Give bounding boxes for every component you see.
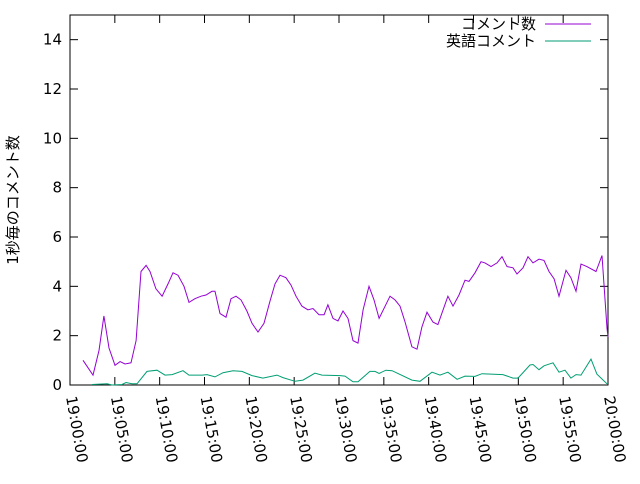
y-axis-label: 1秒毎のコメント数 bbox=[4, 135, 22, 265]
y-tick-label: 10 bbox=[43, 129, 62, 147]
plot-frame bbox=[69, 14, 609, 386]
x-tick-label: 19:15:00 bbox=[197, 395, 226, 464]
y-tick-label: 14 bbox=[43, 31, 62, 49]
y-tick-label: 2 bbox=[52, 327, 62, 345]
axes: 0 2 4 6 8 10 12 14 19:00:00 19:05:00 19:10:00 19:15… bbox=[43, 14, 629, 464]
x-tick-label: 20:00:00 bbox=[600, 395, 629, 464]
legend-label-1: 英語コメント bbox=[446, 32, 536, 50]
x-tick-label: 19:45:00 bbox=[466, 395, 495, 464]
x-tick-label: 19:50:00 bbox=[510, 395, 539, 464]
x-tick-label: 19:55:00 bbox=[555, 395, 584, 464]
x-tick-label: 19:00:00 bbox=[62, 395, 91, 464]
x-tick-label: 19:20:00 bbox=[241, 395, 270, 464]
y-tick-label: 12 bbox=[43, 80, 62, 98]
x-tick-label: 19:10:00 bbox=[152, 395, 181, 464]
y-tick-label: 6 bbox=[52, 228, 62, 246]
legend-label-0: コメント数 bbox=[461, 15, 536, 33]
x-tick-label: 19:40:00 bbox=[421, 395, 450, 464]
y-tick-label: 8 bbox=[52, 179, 62, 197]
series-line-1 bbox=[91, 357, 608, 386]
x-tick-label: 19:35:00 bbox=[376, 395, 405, 464]
series-group bbox=[82, 255, 609, 386]
x-tick-label: 19:05:00 bbox=[107, 395, 136, 464]
y-tick-label: 0 bbox=[52, 376, 62, 394]
series-line-0 bbox=[82, 255, 609, 377]
legend: コメント数 英語コメント bbox=[446, 15, 591, 50]
x-tick-label: 19:30:00 bbox=[331, 395, 360, 464]
y-tick-label: 4 bbox=[52, 277, 62, 295]
x-tick-label: 19:25:00 bbox=[286, 395, 315, 464]
